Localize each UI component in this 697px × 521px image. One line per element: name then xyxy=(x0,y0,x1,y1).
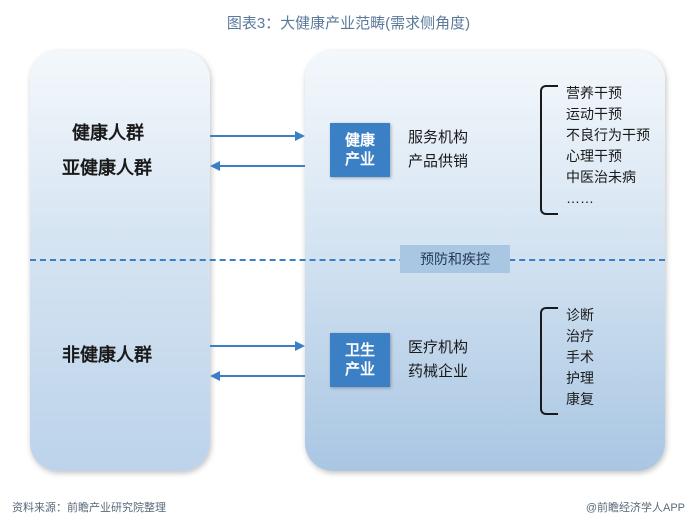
bracket-bottom xyxy=(540,307,558,415)
list-item: 治疗 xyxy=(566,326,594,347)
list-item: …… xyxy=(566,188,650,209)
arrow-top-left xyxy=(210,159,305,173)
list-item: 诊断 xyxy=(566,305,594,326)
health-mid-line2: 产品供销 xyxy=(408,151,468,174)
hygiene-list: 诊断 治疗 手术 护理 康复 xyxy=(566,305,594,410)
footer-source: 资料来源：前瞻产业研究院整理 xyxy=(12,499,166,515)
arrow-bottom-right xyxy=(210,339,305,353)
footer-attribution: @前瞻经济学人APP xyxy=(586,499,685,515)
hygiene-industry-box: 卫生 产业 xyxy=(330,333,390,387)
label-unhealthy-population: 非健康人群 xyxy=(62,341,152,367)
footer: 资料来源：前瞻产业研究院整理 @前瞻经济学人APP xyxy=(12,499,685,515)
list-item: 运动干预 xyxy=(566,104,650,125)
list-item: 护理 xyxy=(566,368,594,389)
health-industry-box: 健康 产业 xyxy=(330,123,390,177)
list-item: 中医治未病 xyxy=(566,167,650,188)
arrow-bottom-left xyxy=(210,369,305,383)
label-healthy-population: 健康人群 xyxy=(72,119,144,145)
list-item: 不良行为干预 xyxy=(566,125,650,146)
chart-title: 图表3：大健康产业范畴(需求侧角度) xyxy=(0,0,697,41)
hygiene-mid-line1: 医疗机构 xyxy=(408,337,468,360)
divider-label: 预防和疾控 xyxy=(400,245,510,273)
hygiene-industry-box-text: 卫生 产业 xyxy=(345,341,375,380)
diagram-canvas: 健康人群 亚健康人群 非健康人群 预防和疾控 健康 产业 服务机构 产品供销 营… xyxy=(0,41,697,481)
list-item: 康复 xyxy=(566,389,594,410)
list-item: 营养干预 xyxy=(566,83,650,104)
bracket-top xyxy=(540,85,558,215)
health-industry-box-text: 健康 产业 xyxy=(345,131,375,170)
dashed-divider-line xyxy=(30,259,665,261)
list-item: 手术 xyxy=(566,347,594,368)
health-mid-line1: 服务机构 xyxy=(408,127,468,150)
arrow-top-right xyxy=(210,129,305,143)
label-subhealthy-population: 亚健康人群 xyxy=(62,154,152,180)
hygiene-mid-line2: 药械企业 xyxy=(408,361,468,384)
health-list: 营养干预 运动干预 不良行为干预 心理干预 中医治未病 …… xyxy=(566,83,650,209)
left-population-panel xyxy=(30,51,210,471)
list-item: 心理干预 xyxy=(566,146,650,167)
